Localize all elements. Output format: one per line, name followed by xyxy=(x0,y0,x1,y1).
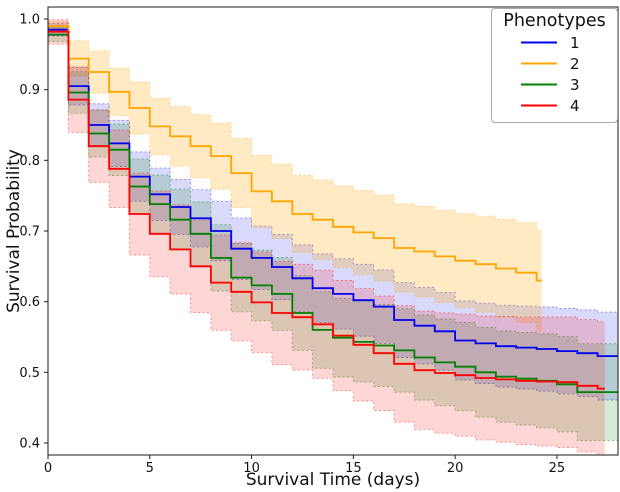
legend-line-icon xyxy=(521,62,557,65)
y-axis-label: Survival Probability xyxy=(4,149,24,313)
y-tick-label: 0.8 xyxy=(19,154,40,169)
legend-entry-label: 3 xyxy=(570,75,580,94)
confidence-band-edge xyxy=(48,43,599,455)
legend-entry-phenotype-3: 3 xyxy=(492,74,617,95)
x-tick-label: 0 xyxy=(44,461,52,476)
legend-line-icon xyxy=(521,83,557,86)
y-tick-label: 0.7 xyxy=(19,225,40,240)
legend-entry-label: 2 xyxy=(570,54,580,73)
confidence-band-phenotype-2 xyxy=(48,21,542,332)
legend-title: Phenotypes xyxy=(503,11,606,31)
survival-curve-phenotype-2 xyxy=(48,25,542,282)
x-axis-label: Survival Time (days) xyxy=(245,470,421,490)
x-tick-label: 20 xyxy=(447,461,464,476)
legend: Phenotypes 1 2 3 4 xyxy=(491,8,618,123)
y-tick-label: 0.5 xyxy=(19,366,40,381)
x-tick-label: 5 xyxy=(146,461,154,476)
confidence-band-phenotype-3 xyxy=(48,27,618,441)
legend-entry-phenotype-1: 1 xyxy=(492,32,617,53)
legend-entry-label: 4 xyxy=(570,96,580,115)
confidence-band-phenotype-4 xyxy=(48,19,605,455)
confidence-band-phenotype-1 xyxy=(48,23,618,401)
y-tick-label: 1.0 xyxy=(19,13,40,28)
confidence-band-edge xyxy=(48,21,542,231)
legend-entry-phenotype-4: 4 xyxy=(492,95,617,116)
y-tick-label: 0.9 xyxy=(19,83,40,98)
survival-curve-phenotype-3 xyxy=(48,33,618,393)
y-tick-label: 0.4 xyxy=(19,436,40,451)
y-tick-label: 0.6 xyxy=(19,295,40,310)
x-tick-label: 10 xyxy=(243,461,260,476)
survival-curve-phenotype-1 xyxy=(48,28,618,357)
x-tick-label: 15 xyxy=(345,461,362,476)
confidence-band-edge xyxy=(48,27,618,345)
legend-entry-label: 1 xyxy=(570,33,580,52)
legend-entry-phenotype-2: 2 xyxy=(492,53,617,74)
confidence-band-edge xyxy=(48,22,618,313)
survival-curves xyxy=(48,25,618,393)
survival-curve-phenotype-4 xyxy=(48,30,605,390)
legend-line-icon xyxy=(521,104,557,107)
x-tick-label: 25 xyxy=(549,461,566,476)
legend-line-icon xyxy=(521,41,557,44)
